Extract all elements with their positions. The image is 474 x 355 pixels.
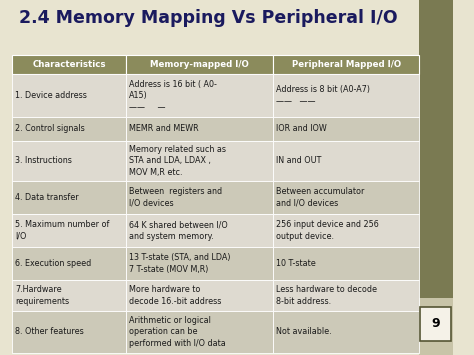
- Text: 2. Control signals: 2. Control signals: [15, 124, 85, 133]
- Text: 2.4 Memory Mapping Vs Peripheral I/O: 2.4 Memory Mapping Vs Peripheral I/O: [19, 9, 398, 27]
- Text: Characteristics: Characteristics: [32, 60, 106, 69]
- Text: Between  registers and
I/O devices: Between registers and I/O devices: [129, 187, 222, 208]
- Text: Not available.: Not available.: [276, 327, 332, 337]
- Text: IN and OUT: IN and OUT: [276, 156, 321, 165]
- Bar: [12, 214, 126, 247]
- Bar: [126, 117, 273, 141]
- Bar: [12, 75, 126, 117]
- Text: More hardware to
decode 16.-bit address: More hardware to decode 16.-bit address: [129, 285, 222, 306]
- Text: 5. Maximum number of
I/O: 5. Maximum number of I/O: [15, 220, 109, 241]
- Bar: [126, 141, 273, 181]
- Bar: [12, 117, 126, 141]
- Text: Peripheral Mapped I/O: Peripheral Mapped I/O: [292, 60, 401, 69]
- Bar: [126, 55, 273, 75]
- Bar: [273, 55, 419, 75]
- Text: 256 input device and 256
output device.: 256 input device and 256 output device.: [276, 220, 379, 241]
- Bar: [273, 117, 419, 141]
- Text: Memory-mapped I/O: Memory-mapped I/O: [150, 60, 249, 69]
- Bar: [126, 75, 273, 117]
- Bar: [126, 214, 273, 247]
- Text: Memory related such as
STA and LDA, LDAX ,
MOV M,R etc.: Memory related such as STA and LDA, LDAX…: [129, 145, 226, 176]
- Bar: [273, 181, 419, 214]
- Bar: [126, 181, 273, 214]
- Bar: [273, 75, 419, 117]
- Text: 7.Hardware
requirements: 7.Hardware requirements: [15, 285, 69, 306]
- Text: 13 T-state (STA, and LDA)
7 T-state (MOV M,R): 13 T-state (STA, and LDA) 7 T-state (MOV…: [129, 253, 231, 274]
- Text: 8. Other features: 8. Other features: [15, 327, 84, 337]
- Text: 3. Instructions: 3. Instructions: [15, 156, 72, 165]
- Bar: [273, 141, 419, 181]
- Text: Address is 16 bit ( A0-
A15)
——     —: Address is 16 bit ( A0- A15) —— —: [129, 80, 217, 111]
- Text: 4. Data transfer: 4. Data transfer: [15, 193, 79, 202]
- Bar: [12, 311, 126, 353]
- Text: Less hardware to decode
8-bit address.: Less hardware to decode 8-bit address.: [276, 285, 377, 306]
- Bar: [419, 0, 453, 355]
- Bar: [12, 247, 126, 280]
- Text: 1. Device address: 1. Device address: [15, 91, 87, 100]
- Bar: [12, 181, 126, 214]
- Text: MEMR and MEWR: MEMR and MEWR: [129, 124, 199, 133]
- Bar: [273, 280, 419, 311]
- Text: Address is 8 bit (A0-A7)
——   ——: Address is 8 bit (A0-A7) —— ——: [276, 86, 370, 106]
- Bar: [12, 280, 126, 311]
- Text: 6. Execution speed: 6. Execution speed: [15, 259, 91, 268]
- Text: Arithmetic or logical
operation can be
performed with I/O data: Arithmetic or logical operation can be p…: [129, 316, 226, 348]
- Text: 9: 9: [431, 317, 440, 331]
- Text: 10 T-state: 10 T-state: [276, 259, 316, 268]
- Bar: [273, 214, 419, 247]
- Bar: [126, 247, 273, 280]
- Bar: [12, 141, 126, 181]
- Text: 64 K shared between I/O
and system memory.: 64 K shared between I/O and system memor…: [129, 220, 228, 241]
- Bar: [273, 247, 419, 280]
- Bar: [419, 298, 453, 355]
- Bar: [12, 55, 126, 75]
- Bar: [126, 280, 273, 311]
- Bar: [273, 311, 419, 353]
- Text: Between accumulator
and I/O devices: Between accumulator and I/O devices: [276, 187, 365, 208]
- Text: IOR and IOW: IOR and IOW: [276, 124, 327, 133]
- Bar: [126, 311, 273, 353]
- FancyBboxPatch shape: [420, 307, 451, 341]
